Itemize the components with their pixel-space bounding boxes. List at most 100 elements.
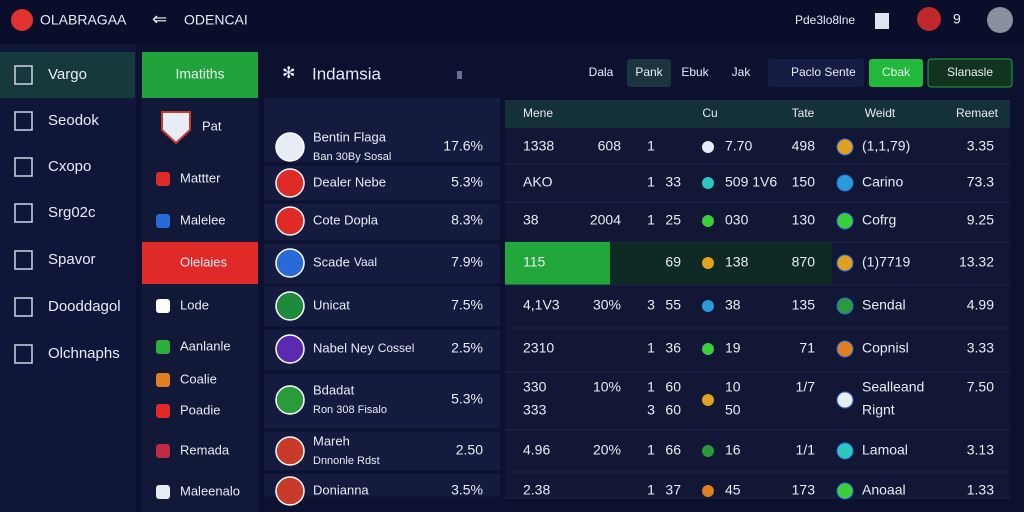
league-item[interactable]: Malelee bbox=[180, 212, 226, 227]
cell: 2004 bbox=[590, 212, 621, 228]
secondary-button[interactable] bbox=[927, 58, 1013, 88]
cell: 509 1V6 bbox=[725, 174, 777, 190]
team-badge[interactable] bbox=[917, 7, 941, 31]
button-label: Slanasle bbox=[947, 65, 993, 79]
nav-item[interactable]: Spavor bbox=[48, 251, 96, 268]
team-crest bbox=[275, 385, 305, 415]
cell: 71 bbox=[799, 340, 815, 356]
tab-active bbox=[627, 59, 671, 87]
team-value: 8.3% bbox=[451, 212, 483, 228]
nav-icon bbox=[14, 250, 33, 270]
league-item[interactable]: Lode bbox=[180, 297, 209, 312]
cell: 1.33 bbox=[967, 482, 994, 498]
league-item[interactable]: Aanlanle bbox=[180, 338, 231, 353]
league-item[interactable]: Olelaies bbox=[180, 254, 227, 269]
section-title: ODENCAI bbox=[184, 12, 248, 28]
tab[interactable]: Dala bbox=[589, 65, 614, 79]
team-crest bbox=[275, 248, 305, 278]
row-highlight bbox=[505, 242, 610, 285]
cell: 33 bbox=[665, 174, 681, 190]
column-header[interactable]: Weidt bbox=[865, 106, 896, 120]
nav-item[interactable]: Cxopo bbox=[48, 158, 91, 175]
cell: 37 bbox=[665, 482, 681, 498]
nav-item[interactable]: Seodok bbox=[48, 112, 99, 129]
cell: 25 bbox=[665, 212, 681, 228]
column-header[interactable]: Cu bbox=[702, 106, 717, 120]
cell: 1 bbox=[647, 138, 655, 154]
club-icon bbox=[836, 442, 854, 460]
team-name[interactable]: Scade bbox=[313, 254, 350, 269]
cell: 1 bbox=[647, 482, 655, 498]
cell: Sealleand bbox=[862, 379, 924, 395]
league-item[interactable]: Maleenalo bbox=[180, 483, 240, 498]
column-header[interactable]: Mene bbox=[523, 106, 553, 120]
cell: 3.13 bbox=[967, 442, 994, 458]
cell: 1 bbox=[647, 442, 655, 458]
cell: 60 bbox=[665, 402, 681, 418]
status-icon bbox=[702, 177, 714, 189]
back-arrow[interactable]: ⇐ bbox=[152, 9, 167, 29]
cell: Carino bbox=[862, 174, 903, 190]
league-icon bbox=[156, 340, 170, 354]
status-icon bbox=[702, 485, 714, 497]
team-name[interactable]: Unicat bbox=[313, 297, 350, 312]
tab[interactable]: Pank bbox=[635, 65, 663, 79]
cell: 030 bbox=[725, 212, 749, 228]
cell: Rignt bbox=[862, 402, 895, 418]
cell: 20% bbox=[593, 442, 621, 458]
avatar[interactable] bbox=[987, 7, 1013, 33]
filter[interactable]: Paclo bbox=[791, 65, 821, 79]
nav-item[interactable]: Olchnaphs bbox=[48, 345, 120, 362]
league-item[interactable]: Poadie bbox=[180, 402, 220, 417]
sidebar bbox=[0, 44, 136, 512]
league-item[interactable]: Coalie bbox=[180, 371, 217, 386]
team-crest bbox=[275, 132, 305, 162]
team-crest bbox=[275, 334, 305, 364]
team-name[interactable]: Donianna bbox=[313, 482, 369, 497]
team-value: 5.3% bbox=[451, 391, 483, 407]
cell: 135 bbox=[792, 297, 816, 313]
team-name[interactable]: Bentin Flaga bbox=[313, 129, 387, 144]
team-value: 7.5% bbox=[451, 297, 483, 313]
club-icon bbox=[836, 254, 854, 272]
column-header[interactable]: Tate bbox=[792, 106, 815, 120]
league-item[interactable]: Mattter bbox=[180, 170, 221, 185]
team-name[interactable]: Bdadat bbox=[313, 382, 355, 397]
league-item[interactable]: Remada bbox=[180, 442, 230, 457]
filter[interactable]: Sente bbox=[824, 65, 856, 79]
tab[interactable]: Ebuk bbox=[681, 65, 709, 79]
team-name[interactable]: Dealer Nebe bbox=[313, 174, 386, 189]
team-value: 17.6% bbox=[443, 138, 483, 154]
club-icon bbox=[836, 297, 854, 315]
team-tag: Cossel bbox=[378, 341, 415, 355]
cell: 38 bbox=[725, 297, 741, 313]
cell: 73.3 bbox=[967, 174, 994, 190]
team-name[interactable]: Nabel Ney bbox=[313, 340, 374, 355]
column-header[interactable]: Remaet bbox=[956, 106, 999, 120]
leagues-header[interactable] bbox=[142, 52, 258, 98]
team-name[interactable]: Mareh bbox=[313, 433, 350, 448]
cell: (1,1,79) bbox=[862, 138, 910, 154]
team-crest bbox=[275, 291, 305, 321]
tab[interactable]: Jak bbox=[732, 65, 752, 79]
status-icon bbox=[702, 394, 714, 406]
user-name[interactable]: Pde3lo8lne bbox=[795, 13, 855, 27]
cell: 173 bbox=[792, 482, 816, 498]
nav-item[interactable]: Srg02c bbox=[48, 204, 96, 221]
table-panel bbox=[505, 100, 1010, 498]
team-name[interactable]: Cote Dopla bbox=[313, 212, 379, 227]
cell: 4.96 bbox=[523, 442, 550, 458]
nav-icon bbox=[14, 344, 33, 364]
cell: 1 bbox=[647, 379, 655, 395]
cell: 4.99 bbox=[967, 297, 994, 313]
league-item[interactable]: Pat bbox=[202, 118, 222, 133]
club-icon bbox=[836, 174, 854, 192]
stats-icon[interactable] bbox=[875, 13, 889, 29]
team-crest bbox=[275, 168, 305, 198]
nav-item[interactable]: Dooddagol bbox=[48, 298, 121, 315]
nav-item[interactable]: Vargo bbox=[48, 66, 87, 83]
cell: 4,1V3 bbox=[523, 297, 560, 313]
league-icon bbox=[156, 444, 170, 458]
action-button[interactable] bbox=[869, 59, 923, 87]
cell: 10% bbox=[593, 379, 621, 395]
